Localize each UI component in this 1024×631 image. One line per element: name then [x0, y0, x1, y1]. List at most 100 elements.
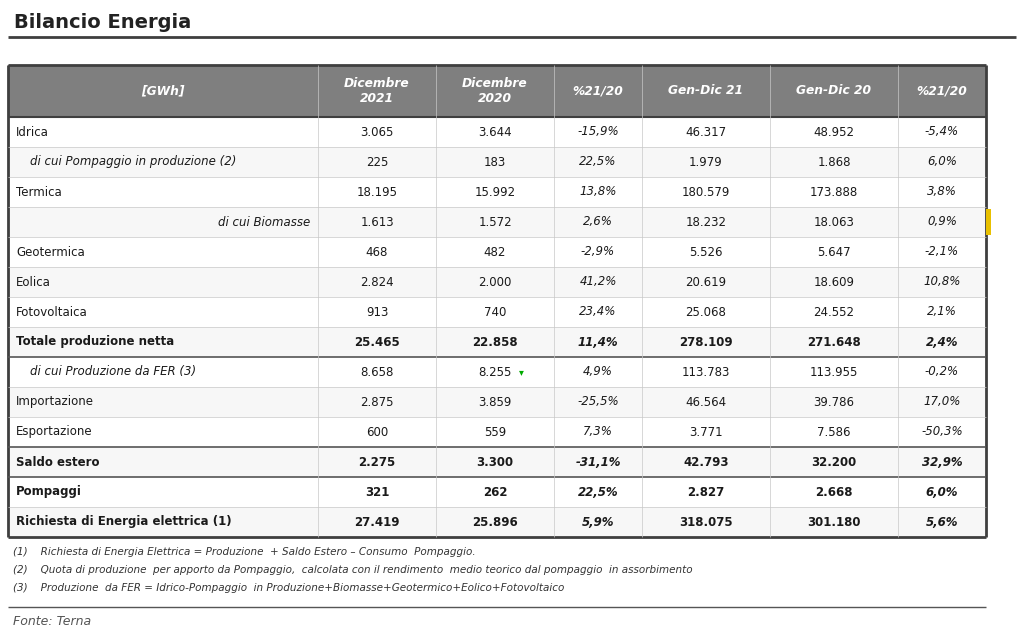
Text: 3,8%: 3,8% [927, 186, 957, 199]
Text: 2,4%: 2,4% [926, 336, 958, 348]
Text: 1.979: 1.979 [689, 155, 723, 168]
Text: 2.000: 2.000 [478, 276, 512, 288]
Text: Saldo estero: Saldo estero [16, 456, 99, 468]
Text: 3.065: 3.065 [360, 126, 393, 138]
Text: 180.579: 180.579 [682, 186, 730, 199]
Text: 5.647: 5.647 [817, 245, 851, 259]
Text: Importazione: Importazione [16, 396, 94, 408]
Text: di cui Produzione da FER (3): di cui Produzione da FER (3) [30, 365, 197, 379]
Text: 5.526: 5.526 [689, 245, 723, 259]
Bar [8, 297, 986, 327]
Text: 3.771: 3.771 [689, 425, 723, 439]
Text: Gen-Dic 21: Gen-Dic 21 [669, 85, 743, 98]
Bar [8, 117, 986, 147]
Text: Geotermica: Geotermica [16, 245, 85, 259]
Text: Totale produzione netta: Totale produzione netta [16, 336, 174, 348]
Text: 42.793: 42.793 [683, 456, 729, 468]
Text: 18.232: 18.232 [685, 216, 726, 228]
Text: 4,9%: 4,9% [583, 365, 613, 379]
Bar [8, 65, 986, 117]
Bar [8, 507, 986, 537]
Text: Dicembre
2020: Dicembre 2020 [462, 77, 527, 105]
Text: 278.109: 278.109 [679, 336, 733, 348]
Text: 20.619: 20.619 [685, 276, 727, 288]
Text: 32,9%: 32,9% [922, 456, 963, 468]
Bar [8, 387, 986, 417]
Text: Gen-Dic 20: Gen-Dic 20 [797, 85, 871, 98]
Text: Fonte: Terna: Fonte: Terna [13, 615, 91, 628]
Bar [8, 207, 986, 237]
Text: 1.572: 1.572 [478, 216, 512, 228]
Text: 7.586: 7.586 [817, 425, 851, 439]
Text: Termica: Termica [16, 186, 61, 199]
Bar [8, 447, 986, 477]
Text: 2.875: 2.875 [360, 396, 394, 408]
Text: Esportazione: Esportazione [16, 425, 92, 439]
Text: 41,2%: 41,2% [580, 276, 616, 288]
Text: 11,4%: 11,4% [578, 336, 618, 348]
Text: 6,0%: 6,0% [926, 485, 958, 498]
Bar [8, 327, 986, 357]
Text: 22.858: 22.858 [472, 336, 518, 348]
Text: 32.200: 32.200 [811, 456, 857, 468]
Text: 468: 468 [366, 245, 388, 259]
Bar [8, 237, 986, 267]
Text: Richiesta di Energia elettrica (1): Richiesta di Energia elettrica (1) [16, 516, 231, 529]
Text: Fotovoltaica: Fotovoltaica [16, 305, 88, 319]
Text: 18.195: 18.195 [356, 186, 397, 199]
Text: -25,5%: -25,5% [578, 396, 618, 408]
Text: 2.275: 2.275 [358, 456, 395, 468]
Text: 5,9%: 5,9% [582, 516, 614, 529]
Bar [8, 477, 986, 507]
Text: 1.613: 1.613 [360, 216, 394, 228]
Text: %21/20: %21/20 [572, 85, 624, 98]
Text: [GWh]: [GWh] [141, 85, 184, 98]
Text: 262: 262 [482, 485, 507, 498]
Text: Dicembre
2021: Dicembre 2021 [344, 77, 410, 105]
Text: 46.564: 46.564 [685, 396, 727, 408]
Text: 25.068: 25.068 [685, 305, 726, 319]
Text: 0,9%: 0,9% [927, 216, 957, 228]
Text: 318.075: 318.075 [679, 516, 733, 529]
Text: 2,1%: 2,1% [927, 305, 957, 319]
Text: 22,5%: 22,5% [578, 485, 618, 498]
Text: 321: 321 [365, 485, 389, 498]
Text: Pompaggi: Pompaggi [16, 485, 82, 498]
Bar [986, 209, 991, 235]
Text: 3.644: 3.644 [478, 126, 512, 138]
Text: 183: 183 [484, 155, 506, 168]
Text: 482: 482 [483, 245, 506, 259]
Text: 559: 559 [484, 425, 506, 439]
Text: -2,9%: -2,9% [581, 245, 615, 259]
Text: 17,0%: 17,0% [924, 396, 961, 408]
Text: 3.300: 3.300 [476, 456, 514, 468]
Text: 113.955: 113.955 [810, 365, 858, 379]
Text: Bilancio Energia: Bilancio Energia [14, 13, 191, 32]
Text: 113.783: 113.783 [682, 365, 730, 379]
Text: 23,4%: 23,4% [580, 305, 616, 319]
Text: 24.552: 24.552 [813, 305, 854, 319]
Text: 10,8%: 10,8% [924, 276, 961, 288]
Text: 1.868: 1.868 [817, 155, 851, 168]
Text: 301.180: 301.180 [807, 516, 861, 529]
Text: 27.419: 27.419 [354, 516, 399, 529]
Text: 5,6%: 5,6% [926, 516, 958, 529]
Text: 22,5%: 22,5% [580, 155, 616, 168]
Text: 2,6%: 2,6% [583, 216, 613, 228]
Bar [8, 177, 986, 207]
Text: -15,9%: -15,9% [578, 126, 618, 138]
Text: 7,3%: 7,3% [583, 425, 613, 439]
Text: 15.992: 15.992 [474, 186, 515, 199]
Text: 2.824: 2.824 [360, 276, 394, 288]
Text: (1)    Richiesta di Energia Elettrica = Produzione  + Saldo Estero – Consumo  Po: (1) Richiesta di Energia Elettrica = Pro… [13, 547, 475, 557]
Text: 18.063: 18.063 [813, 216, 854, 228]
Bar [8, 147, 986, 177]
Text: di cui Pompaggio in produzione (2): di cui Pompaggio in produzione (2) [30, 155, 237, 168]
Text: 13,8%: 13,8% [580, 186, 616, 199]
Text: 173.888: 173.888 [810, 186, 858, 199]
Text: ▾: ▾ [518, 367, 523, 377]
Text: 8.658: 8.658 [360, 365, 393, 379]
Text: 2.827: 2.827 [687, 485, 725, 498]
Text: -50,3%: -50,3% [922, 425, 963, 439]
Text: 3.859: 3.859 [478, 396, 512, 408]
